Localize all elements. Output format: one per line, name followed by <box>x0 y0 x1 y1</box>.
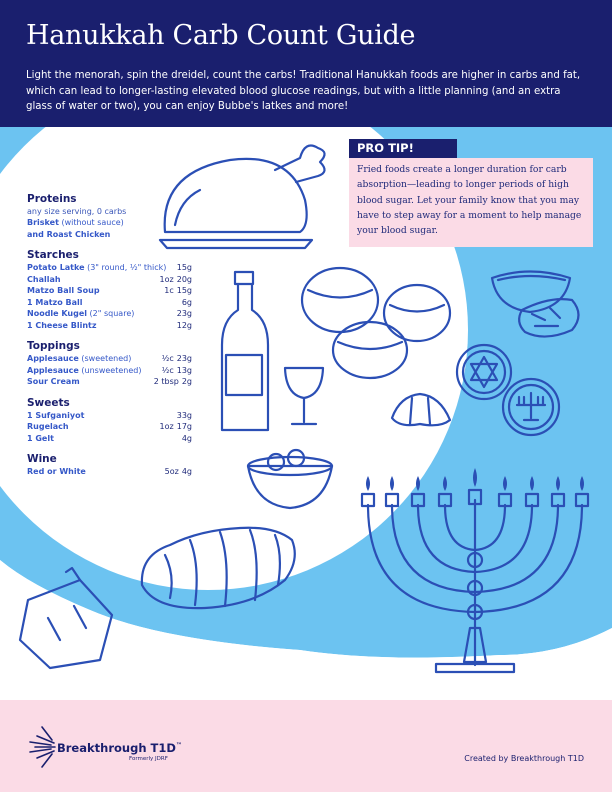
item-detail: (unsweetened) <box>78 365 142 375</box>
logo-trademark: ™ <box>175 742 182 750</box>
roast-turkey-icon <box>158 144 326 250</box>
item-carbs: 12g <box>176 320 192 330</box>
list-item: Brisket (without sauce) <box>27 217 192 229</box>
item-detail: (sweetened) <box>78 354 132 363</box>
list-item: 1 Cheese Blintz 12g <box>27 320 192 332</box>
list-item: Potato Latke (3" round, ½" thick) 15g <box>27 262 192 274</box>
wine-list: Red or White 5oz 4g <box>27 466 192 478</box>
wine-glass-icon <box>283 366 325 426</box>
item-carbs: 2g <box>181 377 192 386</box>
item-serving: 2 tbsp <box>153 377 179 386</box>
list-item: Rugelach 1oz 17g <box>27 421 192 433</box>
menorah-flames <box>366 468 584 491</box>
item-serving: 5oz <box>164 467 179 476</box>
credit-text: Created by Breakthrough T1D <box>464 754 584 763</box>
white-left-fill <box>0 127 612 700</box>
item-detail: (3" round, ½" thick) <box>84 263 167 272</box>
item-name: and Roast Chicken <box>27 229 111 239</box>
challah-icon <box>140 526 296 610</box>
list-item: Challah 1oz 20g <box>27 274 192 286</box>
item-carbs: 23g <box>176 309 192 318</box>
item-detail: (2" square) <box>87 309 135 318</box>
section-title-sweets: Sweets <box>27 396 70 409</box>
item-carbs: 15g <box>176 263 192 272</box>
item-name: 1 Cheese Blintz <box>27 320 97 330</box>
item-name: Noodle Kugel <box>27 309 88 318</box>
starches-list: Potato Latke (3" round, ½" thick) 15g Chal… <box>27 262 192 331</box>
intro-paragraph: Light the menorah, spin the dreidel, cou… <box>26 70 581 112</box>
header-banner: Hanukkah Carb Count Guide Light the meno… <box>0 0 612 127</box>
item-name: Matzo Ball Soup <box>27 286 100 295</box>
sufganiyot-icon <box>300 266 452 380</box>
item-carbs: 6g <box>181 297 192 307</box>
list-item: Sour Cream 2 tbsp 2g <box>27 376 192 388</box>
item-name: Rugelach <box>27 422 69 431</box>
item-carbs: 4g <box>181 467 192 476</box>
item-name: Sour Cream <box>27 377 80 386</box>
page-title: Hanukkah Carb Count Guide <box>26 20 416 51</box>
proteins-note: any size serving, 0 carbs <box>27 207 127 216</box>
sweets-list: 1 Sufganiyot 33g Rugelach 1oz 17g 1 Gelt 4g <box>27 410 192 445</box>
list-item: Applesauce (unsweetened) ½c 13g <box>27 365 192 377</box>
pro-tip-heading: PRO TIP! <box>349 139 457 158</box>
pro-tip-text: Fried foods create a longer duration for… <box>349 158 593 247</box>
footer-band <box>0 700 612 792</box>
section-title-wine: Wine <box>27 453 57 465</box>
item-carbs: 15g <box>176 286 192 295</box>
item-name: 1 Sufganiyot <box>27 410 85 420</box>
item-serving: 1oz <box>159 274 174 284</box>
logo-subtitle: Formerly JDRF <box>129 756 168 762</box>
item-name: Potato Latke <box>27 263 85 272</box>
wine-bottle-icon <box>220 270 270 432</box>
carb-guide-list: Proteins any size serving, 0 carbs Brisk… <box>27 193 192 478</box>
item-carbs: 13g <box>176 365 192 375</box>
logo-wordmark: Breakthrough T1D™ <box>57 741 182 755</box>
list-item: Noodle Kugel (2" square) 23g <box>27 308 192 320</box>
section-title-proteins: Proteins <box>27 193 77 205</box>
menorah-icon <box>360 488 590 674</box>
section-title-toppings: Toppings <box>27 340 80 352</box>
rugelach-icon <box>390 392 452 427</box>
item-carbs: 33g <box>176 410 192 420</box>
list-item: 1 Gelt 4g <box>27 433 192 445</box>
logo-name: Breakthrough T1D <box>57 741 176 755</box>
section-title-starches: Starches <box>27 249 79 261</box>
item-name: Brisket <box>27 218 59 227</box>
item-serving: 1c <box>164 286 174 295</box>
item-name: 1 Gelt <box>27 433 54 443</box>
item-serving: ½c <box>161 365 174 375</box>
list-item: Matzo Ball Soup 1c 15g <box>27 285 192 297</box>
list-item: Red or White 5oz 4g <box>27 466 192 478</box>
item-carbs: 23g <box>176 354 192 363</box>
item-name: Challah <box>27 274 61 284</box>
item-serving: ½c <box>161 354 174 363</box>
list-item: Applesauce (sweetened) ½c 23g <box>27 353 192 365</box>
gelt-coins-icon <box>455 343 561 437</box>
item-carbs: 20g <box>176 274 192 284</box>
toppings-list: Applesauce (sweetened) ½c 23g Applesauce (u… <box>27 353 192 388</box>
latke-icon <box>518 298 580 338</box>
item-serving: 1oz <box>159 422 174 431</box>
item-detail: (without sauce) <box>58 218 124 227</box>
breakthrough-logo-icon <box>29 726 56 768</box>
list-item: 1 Matzo Ball 6g <box>27 297 192 309</box>
matzo-ball-bowl-icon <box>246 448 334 510</box>
item-carbs: 4g <box>181 433 192 443</box>
item-name: Applesauce <box>27 365 79 375</box>
list-item: and Roast Chicken <box>27 229 192 241</box>
item-name: 1 Matzo Ball <box>27 297 83 307</box>
item-carbs: 17g <box>176 422 192 431</box>
item-name: Applesauce <box>27 354 79 363</box>
item-name: Red or White <box>27 467 86 476</box>
dreidel-icon <box>18 566 114 670</box>
list-item: 1 Sufganiyot 33g <box>27 410 192 422</box>
